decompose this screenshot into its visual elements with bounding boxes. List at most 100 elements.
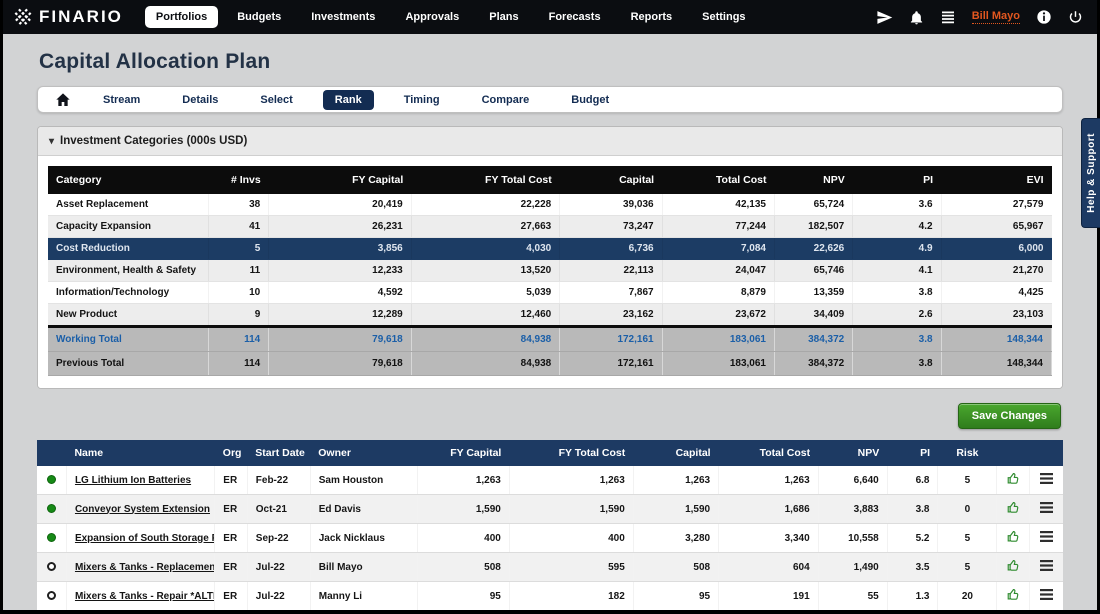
help-support-tab[interactable]: Help & Support (1081, 118, 1100, 228)
cell: 38 (208, 194, 270, 216)
app-window: FINARIO Portfolios Budgets Investments A… (3, 0, 1097, 610)
tab-timing[interactable]: Timing (403, 93, 440, 106)
tab-stream[interactable]: Stream (103, 93, 141, 106)
nav-item-budgets[interactable]: Budgets (237, 11, 282, 23)
cell: 4,592 (268, 281, 412, 304)
investment-row: Conveyor System Extension ER Oct-21 Ed D… (37, 494, 1063, 524)
list-icon[interactable] (940, 9, 956, 25)
status-icon-filled[interactable] (46, 475, 56, 485)
status-icon-open[interactable] (46, 562, 56, 572)
cell: 182 (509, 581, 634, 610)
brand-logo[interactable]: FINARIO (13, 7, 123, 27)
cell: 6.8 (887, 466, 939, 495)
cell: 7,867 (559, 281, 663, 304)
thumbs-up-icon[interactable] (1007, 559, 1020, 572)
investment-name-link[interactable]: Expansion of South Storage Facility (74, 532, 214, 544)
tab-rank[interactable]: Rank (322, 89, 374, 110)
cell: 3,856 (268, 237, 412, 260)
cell: 4,425 (941, 281, 1052, 304)
thumbs-up-icon[interactable] (1007, 501, 1020, 514)
power-icon[interactable] (1068, 10, 1083, 25)
status-icon-filled[interactable] (46, 533, 56, 543)
cell: 3,280 (633, 523, 720, 553)
category-row[interactable]: New Product 9 12,289 12,460 23,162 23,67… (48, 303, 1052, 327)
cell: 595 (509, 552, 634, 582)
cell: 65,746 (774, 259, 854, 282)
tab-compare[interactable]: Compare (481, 93, 530, 106)
tab-details[interactable]: Details (182, 93, 219, 106)
home-icon[interactable] (50, 92, 82, 108)
cell: 95 (633, 581, 720, 610)
send-icon[interactable] (876, 9, 893, 26)
cell: ER (214, 466, 248, 495)
save-changes-button[interactable]: Save Changes (957, 403, 1061, 429)
cell: 22,113 (559, 259, 663, 282)
section-collapse-header[interactable]: ▾ Investment Categories (000s USD) (38, 127, 1062, 156)
help-support-label: Help & Support (1085, 133, 1097, 213)
cell: 1,590 (509, 494, 634, 524)
cell: 65,967 (941, 215, 1052, 238)
investment-row: Mixers & Tanks - Repair *ALTERNATIVE* ER… (37, 581, 1063, 610)
nav-item-approvals[interactable]: Approvals (405, 11, 460, 23)
cell: 41 (208, 215, 270, 238)
nav-item-investments[interactable]: Investments (311, 11, 376, 23)
cell: 1,263 (509, 466, 634, 495)
category-row[interactable]: Information/Technology 10 4,592 5,039 7,… (48, 281, 1052, 304)
cell: 24,047 (662, 259, 775, 282)
col-total-cost: Total Cost (718, 440, 819, 466)
nav-item-settings[interactable]: Settings (702, 11, 746, 23)
cell: 20 (937, 581, 998, 610)
category-name: Capacity Expansion (48, 215, 210, 238)
category-row[interactable]: Capacity Expansion 41 26,231 27,663 73,2… (48, 215, 1052, 238)
investment-name-link[interactable]: LG Lithium Ion Batteries (74, 474, 192, 486)
user-menu[interactable]: Bill Mayo (971, 10, 1020, 24)
info-icon[interactable] (1036, 9, 1052, 25)
col-evi: EVI (941, 166, 1052, 194)
cell: 21,270 (941, 259, 1052, 282)
investment-row: LG Lithium Ion Batteries ER Feb-22 Sam H… (37, 466, 1063, 495)
thumbs-up-icon[interactable] (1007, 530, 1020, 543)
row-menu-icon[interactable] (1039, 473, 1053, 484)
category-row-selected[interactable]: Cost Reduction 5 3,856 4,030 6,736 7,084… (48, 237, 1052, 260)
row-menu-icon[interactable] (1039, 589, 1053, 600)
status-icon-filled[interactable] (46, 504, 56, 514)
cell: 400 (509, 523, 634, 553)
nav-item-plans[interactable]: Plans (489, 11, 519, 23)
cell: 10 (208, 281, 270, 304)
investment-name-link[interactable]: Mixers & Tanks - Repair *ALTERNATIVE* (74, 590, 214, 602)
investment-row: Mixers & Tanks - Replacement ER Jul-22 B… (37, 552, 1063, 582)
category-row[interactable]: Asset Replacement 38 20,419 22,228 39,03… (48, 194, 1052, 216)
category-name: New Product (48, 303, 210, 327)
nav-item-reports[interactable]: Reports (630, 11, 673, 23)
cell: Oct-21 (247, 494, 311, 524)
thumbs-up-icon[interactable] (1007, 588, 1020, 601)
tab-select[interactable]: Select (260, 93, 293, 106)
row-menu-icon[interactable] (1039, 560, 1053, 571)
cell: 1,263 (633, 466, 720, 495)
investment-name-link[interactable]: Conveyor System Extension (74, 503, 210, 515)
investment-name-link[interactable]: Mixers & Tanks - Replacement (74, 561, 215, 573)
col-menu (1029, 440, 1063, 466)
cell: 12,233 (268, 259, 412, 282)
thumbs-up-icon[interactable] (1007, 472, 1020, 485)
cell: ER (214, 581, 248, 610)
nav-item-forecasts[interactable]: Forecasts (548, 11, 601, 23)
tab-budget[interactable]: Budget (571, 93, 610, 106)
cell: 95 (417, 581, 510, 610)
cell: 148,344 (941, 351, 1053, 376)
row-menu-icon[interactable] (1039, 502, 1053, 513)
bell-icon[interactable] (909, 10, 924, 25)
cell: 4,030 (411, 237, 561, 260)
cell: 39,036 (559, 194, 663, 216)
row-menu-icon[interactable] (1039, 531, 1053, 542)
investment-categories-section: ▾ Investment Categories (000s USD) Categ… (37, 126, 1063, 389)
cell: Jul-22 (247, 581, 311, 610)
cell: 23,103 (941, 303, 1052, 327)
nav-item-portfolios[interactable]: Portfolios (145, 7, 218, 27)
cell: 114 (208, 325, 270, 352)
cell: 5 (937, 523, 998, 553)
status-icon-open[interactable] (46, 591, 56, 601)
cell: 27,579 (941, 194, 1052, 216)
category-row[interactable]: Environment, Health & Safety 11 12,233 1… (48, 259, 1052, 282)
category-name: Information/Technology (48, 281, 210, 304)
